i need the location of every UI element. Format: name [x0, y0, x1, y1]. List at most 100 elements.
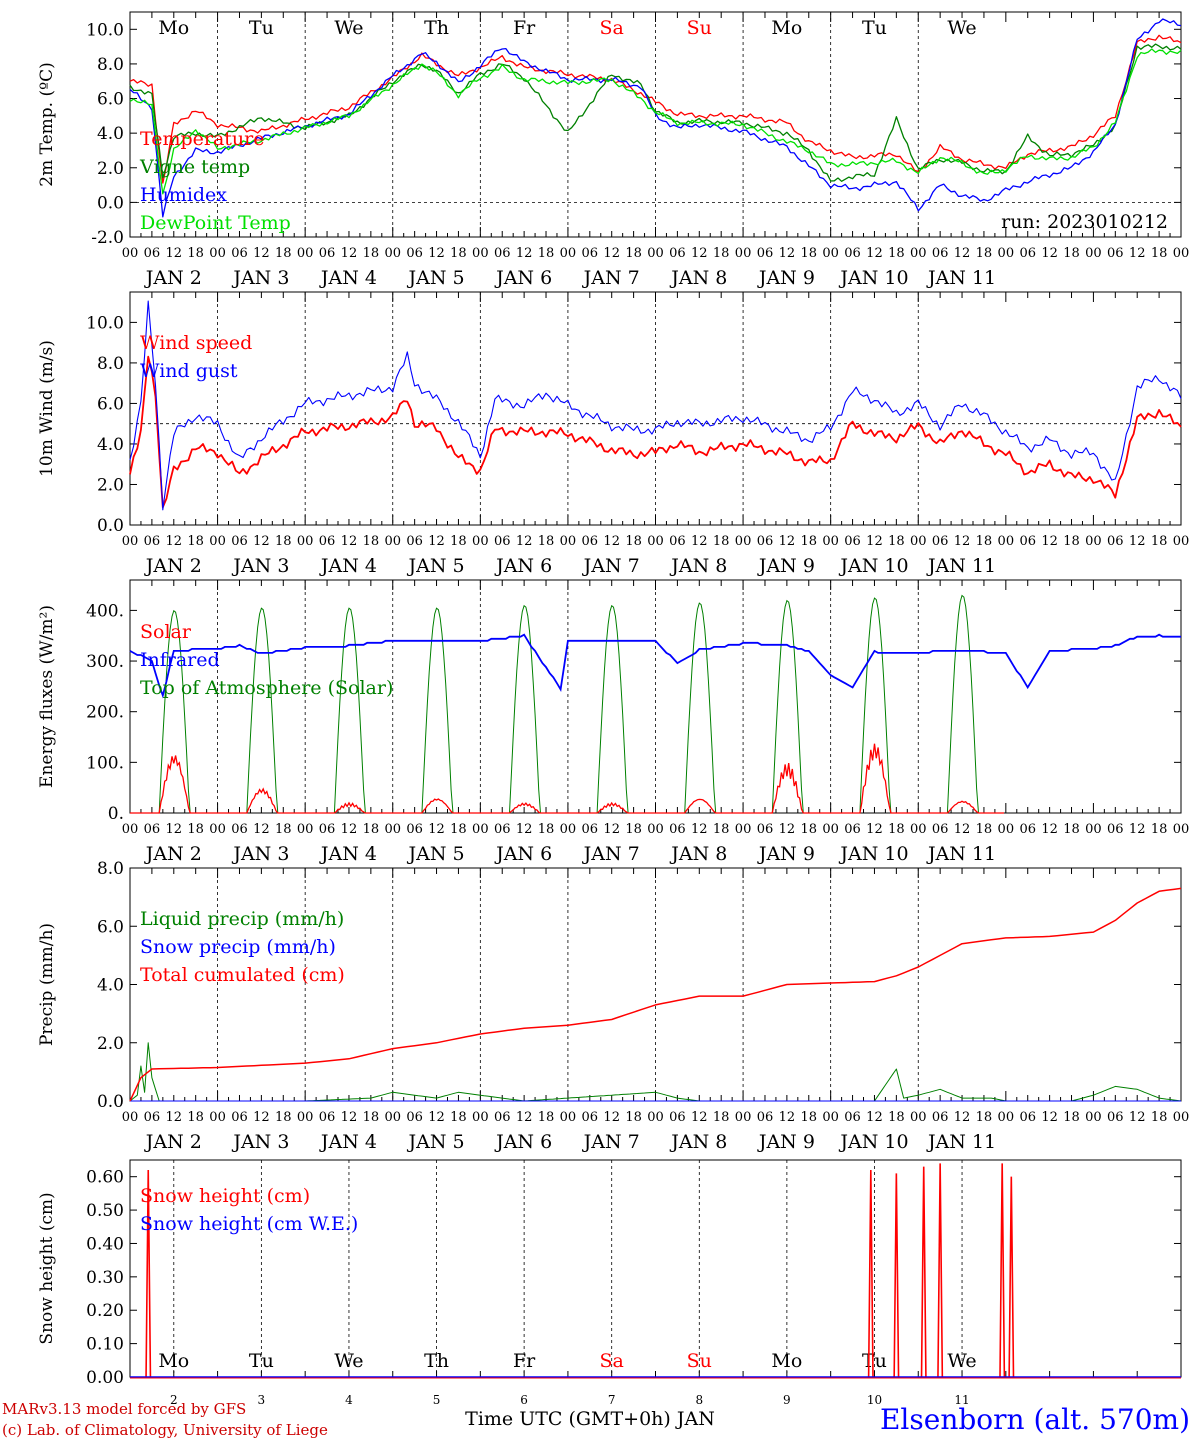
series-layer	[129, 300, 1182, 511]
weekday-label: Mo	[771, 17, 802, 39]
hour-tick-label: 12	[516, 822, 533, 837]
panel-1: -2.0 0.0 2.0 4.0 6.0 8.0 10.0 2m Temp. (ºC) 00 06…	[37, 11, 1189, 289]
legend-entry: Infrared	[140, 649, 220, 671]
hour-tick-label: 18	[713, 534, 730, 549]
series-line	[129, 300, 1182, 511]
hour-tick-label: 12	[691, 534, 708, 549]
y-axis-label: Energy fluxes (W/m²)	[37, 605, 57, 788]
date-label: JAN 3	[231, 843, 289, 865]
hour-tick-label: 06	[669, 534, 686, 549]
hour-tick-label: 06	[1107, 1110, 1124, 1125]
hour-tick-label: 12	[954, 822, 971, 837]
run-label: run: 2023010212	[1001, 211, 1168, 233]
hour-tick-label: 12	[866, 246, 883, 261]
hour-tick-label: 00	[735, 1110, 752, 1125]
hour-tick-label: 18	[800, 246, 817, 261]
y-axis-label: Precip (mm/h)	[37, 923, 57, 1046]
hour-tick-label: 00	[822, 822, 839, 837]
date-label: JAN 8	[669, 843, 727, 865]
date-label: JAN 9	[757, 843, 815, 865]
hour-tick-label: 12	[691, 1110, 708, 1125]
hour-tick-label: 06	[144, 822, 161, 837]
panel-4: 0.0 2.0 4.0 6.0 8.0 Precip (mm/h) 00 06 12 18 00 06…	[37, 859, 1189, 1153]
hour-tick-label: 06	[144, 534, 161, 549]
hour-tick-label: 00	[209, 534, 226, 549]
hour-tick-label: 12	[691, 822, 708, 837]
snow-spike	[920, 1166, 927, 1378]
hour-tick-label: 06	[932, 1110, 949, 1125]
weekday-label: Tu	[249, 1350, 274, 1372]
date-label: JAN 6	[494, 267, 552, 289]
y-tick-label: -2.0	[91, 228, 124, 248]
hour-tick-label: 06	[669, 246, 686, 261]
hour-tick-label: 12	[603, 246, 620, 261]
date-label: JAN 2	[144, 1131, 202, 1153]
date-label: JAN 7	[582, 555, 640, 577]
hour-tick-label: 06	[844, 534, 861, 549]
footer-lab: (c) Lab. of Climatology, University of L…	[2, 1421, 328, 1439]
hour-tick-label: 06	[757, 822, 774, 837]
day-number-label: 3	[258, 1393, 266, 1407]
date-label: JAN 8	[669, 1131, 727, 1153]
hour-tick-label: 00	[209, 246, 226, 261]
hour-tick-label: 18	[187, 822, 204, 837]
y-tick-label: 6.0	[97, 917, 124, 937]
snow-spike	[1008, 1176, 1015, 1378]
hour-tick-label: 12	[166, 246, 183, 261]
hour-tick-label: 06	[1019, 1110, 1036, 1125]
hour-tick-label: 18	[187, 246, 204, 261]
day-number-label: 8	[695, 1393, 703, 1407]
hour-tick-label: 00	[209, 1110, 226, 1125]
series-line	[129, 887, 1182, 1102]
legend-entry: Solar	[140, 621, 192, 643]
hour-tick-label: 00	[735, 246, 752, 261]
date-label: JAN 11	[926, 555, 996, 577]
hour-tick-label: 00	[560, 1110, 577, 1125]
hour-tick-label: 00	[822, 246, 839, 261]
legend-entry: Top of Atmosphere (Solar)	[140, 677, 393, 699]
hour-tick-label: 12	[516, 534, 533, 549]
hour-tick-label: 12	[516, 1110, 533, 1125]
hour-tick-label: 18	[713, 246, 730, 261]
weekday-label: Mo	[158, 1350, 189, 1372]
hour-tick-label: 18	[625, 1110, 642, 1125]
hour-tick-label: 18	[888, 534, 905, 549]
legend-entry: Liquid precip (mm/h)	[140, 908, 344, 930]
hour-tick-label: 06	[844, 246, 861, 261]
series-line	[129, 633, 1181, 699]
hour-tick-label: 00	[998, 822, 1015, 837]
weekday-label: Fr	[513, 1350, 536, 1372]
weekday-label: Tu	[862, 1350, 887, 1372]
y-tick-label: 0.0	[97, 1092, 124, 1112]
hour-tick-label: 06	[932, 534, 949, 549]
hour-tick-label: 12	[341, 246, 358, 261]
hour-tick-label: 06	[494, 246, 511, 261]
legend-entry: Wind gust	[140, 360, 238, 382]
hour-tick-label: 00	[122, 1110, 139, 1125]
y-tick-label: 2.0	[97, 1034, 124, 1054]
hour-tick-label: 18	[187, 534, 204, 549]
y-tick-label: 200.	[86, 703, 124, 723]
y-tick-label: 300.	[86, 652, 124, 672]
legend: Snow height (cm) Snow height (cm W.E.)	[140, 1185, 358, 1235]
y-tick-label: 10.0	[86, 313, 124, 333]
weekday-label: Su	[687, 17, 712, 39]
footer-model: MARv3.13 model forced by GFS	[2, 1400, 246, 1418]
hour-tick-label: 06	[319, 534, 336, 549]
hour-tick-label: 12	[253, 822, 270, 837]
hour-tick-label: 18	[275, 1110, 292, 1125]
hour-tick-label: 18	[800, 534, 817, 549]
hour-tick-label: 06	[582, 246, 599, 261]
hour-tick-label: 06	[406, 246, 423, 261]
y-axis-label: Snow height (cm)	[37, 1192, 57, 1344]
y-tick-label: 0.20	[86, 1301, 124, 1321]
legend: Wind speed Wind gust	[140, 332, 252, 382]
hour-tick-label: 12	[779, 534, 796, 549]
hour-tick-label: 18	[888, 822, 905, 837]
hour-tick-label: 00	[910, 534, 927, 549]
hour-tick-label: 00	[472, 534, 489, 549]
hour-tick-label: 00	[560, 534, 577, 549]
hour-tick-label: 18	[888, 246, 905, 261]
series-layer	[129, 887, 1182, 1102]
